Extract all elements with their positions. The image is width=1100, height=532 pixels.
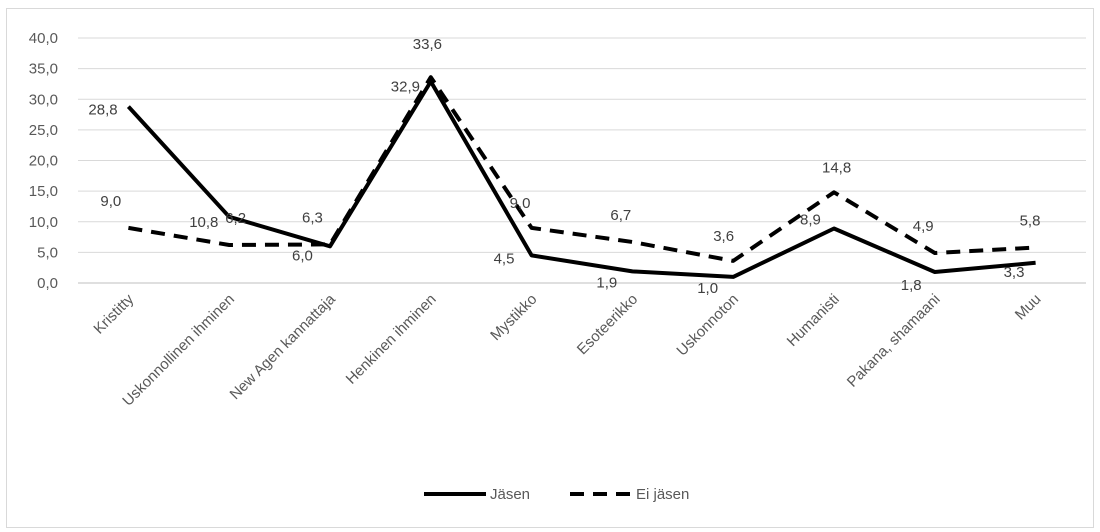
data-label-jasen: 10,8 [189,214,218,231]
data-label-jasen: 28,8 [88,102,117,119]
y-tick-label: 25,0 [29,122,58,139]
data-label-jasen: 1,8 [901,277,922,294]
data-label-ei-jasen: 5,8 [1020,212,1041,229]
series-line-jasen [126,79,1036,279]
x-tick-label: Mystikko [487,291,540,344]
x-tick-label: Pakana, shamaani [844,291,944,391]
data-label-jasen: 32,9 [391,78,420,95]
data-label-ei-jasen: 6,2 [225,210,246,227]
data-label-ei-jasen: 4,9 [913,218,934,235]
y-tick-label: 20,0 [29,153,58,170]
data-label-ei-jasen: 9,0 [100,193,121,210]
grid-lines [78,37,1086,284]
data-label-jasen: 1,9 [596,274,617,291]
y-tick-label: 30,0 [29,91,58,108]
legend-label-jasen: Jäsen [490,486,530,503]
legend: Jäsen Ei jäsen [424,486,689,503]
x-tick-label: Muu [1012,291,1045,324]
y-tick-label: 15,0 [29,183,58,200]
y-tick-label: 35,0 [29,61,58,78]
data-label-ei-jasen: 6,3 [302,209,323,226]
x-tick-label: Henkinen ihminen [343,291,440,388]
y-tick-label: 5,0 [37,244,58,261]
x-tick-label: Esoteerikko [574,291,641,358]
x-tick-label: Uskonnollinen ihminen [119,291,238,410]
data-label-ei-jasen: 9,0 [510,195,531,212]
y-axis: 0,0 5,0 10,0 15,0 20,0 25,0 30,0 35,0 40,0 [29,30,58,292]
y-tick-label: 0,0 [37,275,58,292]
data-label-jasen: 4,5 [494,250,515,267]
data-labels: 28,8 10,8 6,0 32,9 4,5 1,9 1,0 8,9 1,8 3,3 9,0 6,2 6… [88,36,1040,297]
x-tick-label: Uskonnoton [673,291,742,360]
y-tick-label: 10,0 [29,214,58,231]
data-label-jasen: 3,3 [1004,264,1025,281]
y-tick-label: 40,0 [29,30,58,47]
data-label-ei-jasen: 33,6 [413,36,442,53]
data-label-ei-jasen: 14,8 [822,159,851,176]
series-lines [126,75,1036,279]
data-label-jasen: 6,0 [292,247,313,264]
data-label-jasen: 1,0 [697,280,718,297]
data-label-ei-jasen: 6,7 [610,207,631,224]
x-tick-label: Kristitty [90,290,137,337]
series-line-ei-jasen [128,75,1036,263]
legend-label-ei-jasen: Ei jäsen [636,486,689,503]
chart-frame [6,8,1094,528]
data-label-ei-jasen: 3,6 [713,228,734,245]
data-label-jasen: 8,9 [800,211,821,228]
x-tick-label: New Agen kannattaja [227,290,340,403]
x-tick-label: Humanisti [784,291,843,350]
